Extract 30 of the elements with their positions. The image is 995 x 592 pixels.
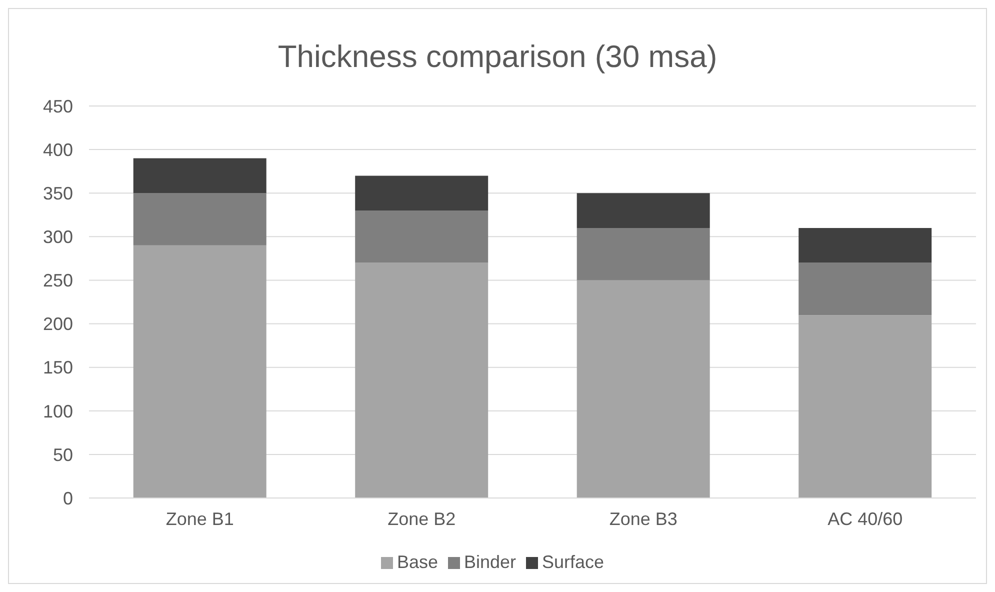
x-tick-label: AC 40/60 (828, 508, 903, 529)
y-tick-label: 300 (42, 227, 73, 248)
chart-title: Thickness comparison (30 msa) (276, 38, 718, 76)
y-tick-label: 400 (42, 140, 73, 160)
x-tick-label: Zone B3 (609, 508, 678, 529)
legend-label: Base (396, 552, 438, 572)
bar (798, 315, 932, 498)
bar (576, 280, 710, 498)
y-tick-label: 100 (42, 401, 73, 422)
x-tick-label: Zone B2 (388, 508, 456, 529)
bar (798, 262, 932, 316)
bar (576, 228, 710, 280)
y-tick-label: 350 (42, 184, 73, 204)
y-tick-label: 150 (42, 358, 73, 378)
bar (355, 262, 488, 498)
legend-label: Binder (464, 552, 516, 572)
bar (133, 245, 266, 498)
y-tick-label: 50 (52, 444, 73, 465)
bar (355, 176, 488, 211)
legend-label: Surface (542, 552, 604, 572)
y-tick-label: 250 (42, 270, 73, 291)
bar (576, 193, 710, 228)
y-tick-label: 200 (42, 314, 73, 334)
bar (133, 158, 266, 194)
bar (355, 210, 488, 263)
x-tick-label: Zone B1 (166, 508, 234, 529)
y-tick-label: 450 (42, 96, 73, 116)
bar (133, 193, 266, 246)
bar (798, 228, 932, 263)
y-tick-label: 0 (62, 488, 73, 508)
